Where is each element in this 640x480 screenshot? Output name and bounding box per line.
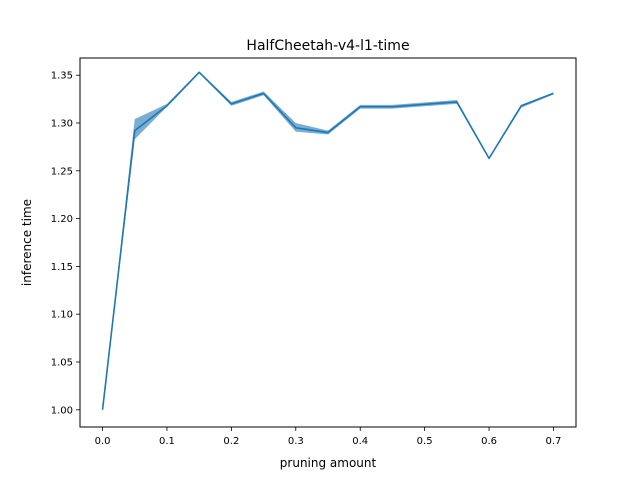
y-axis-label: inference time	[20, 199, 34, 286]
y-tick-label: 1.25	[51, 166, 73, 177]
axes-frame	[79, 57, 577, 428]
y-axis: 1.00 1.05 1.10 1.15 1.20 1.25 1.30 1.35	[51, 71, 80, 416]
confidence-band	[102, 71, 554, 410]
y-tick-label: 1.05	[51, 357, 73, 368]
x-tick-label: 0.2	[223, 436, 239, 447]
x-tick-label: 0.0	[95, 436, 111, 447]
chart-title: HalfCheetah-v4-l1-time	[246, 38, 409, 54]
plot-area	[101, 71, 554, 410]
x-tick-label: 0.1	[159, 436, 175, 447]
x-tick-label: 0.7	[546, 436, 562, 447]
y-tick-label: 1.30	[51, 119, 73, 130]
x-axis-label: pruning amount	[280, 456, 377, 470]
y-tick-label: 1.10	[51, 310, 73, 321]
x-tick-label: 0.5	[417, 436, 433, 447]
y-tick-label: 1.15	[51, 262, 73, 273]
y-tick-label: 1.00	[51, 405, 73, 416]
x-tick-label: 0.4	[352, 436, 368, 447]
x-tick-label: 0.3	[288, 436, 304, 447]
y-tick-label: 1.35	[51, 71, 73, 82]
y-tick-label: 1.20	[51, 214, 73, 225]
x-tick-label: 0.6	[481, 436, 497, 447]
x-axis: 0.0 0.1 0.2 0.3 0.4 0.5 0.6 0.7	[95, 427, 562, 447]
series-line	[101, 71, 554, 410]
